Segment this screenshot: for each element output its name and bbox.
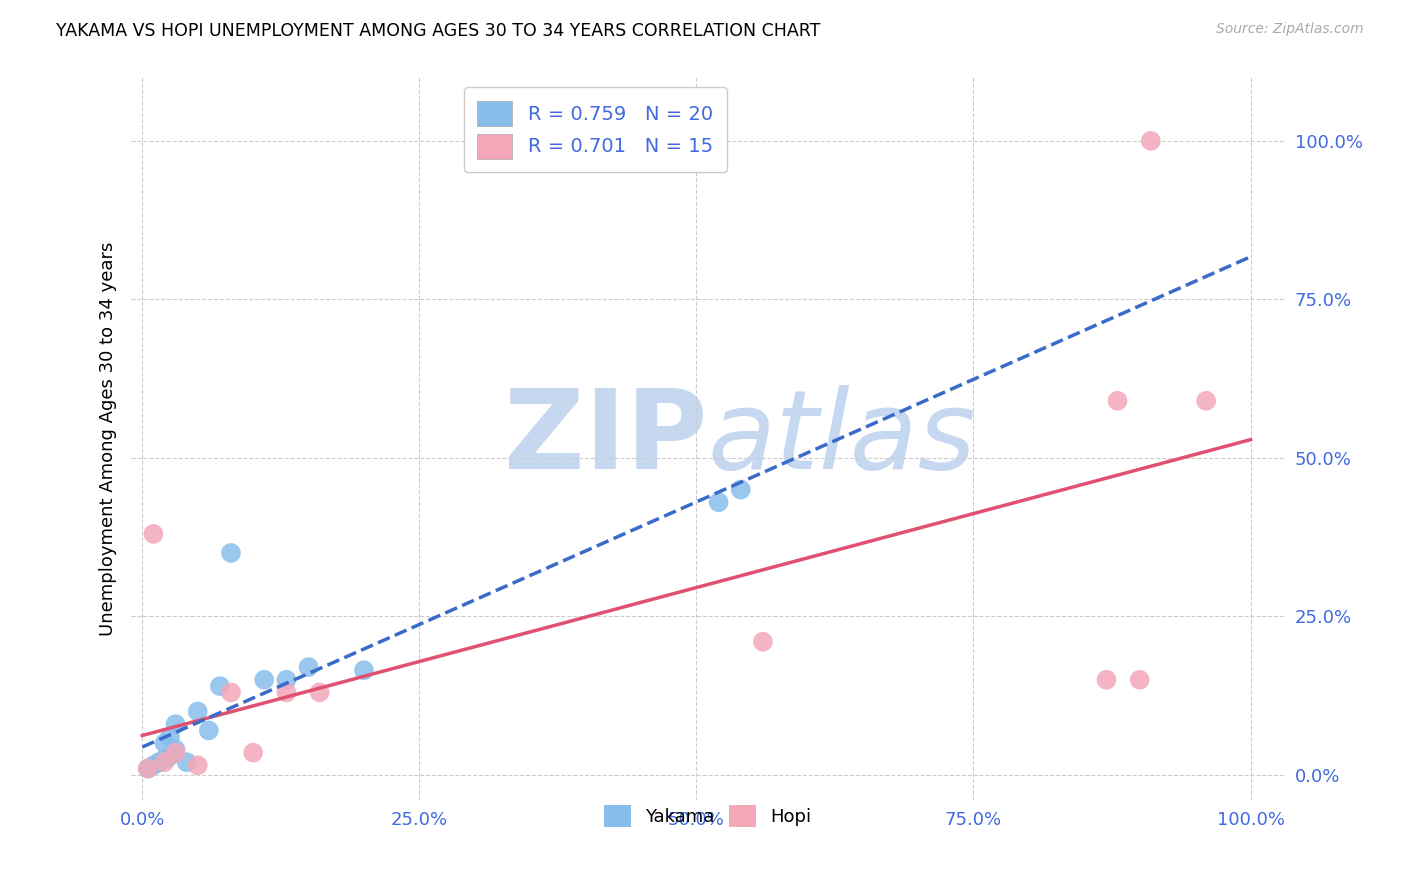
Text: atlas: atlas: [707, 385, 976, 492]
Point: [159, 730, 181, 744]
Point: [153, 736, 176, 750]
Point: [198, 723, 221, 738]
Y-axis label: Unemployment Among Ages 30 to 34 years: Unemployment Among Ages 30 to 34 years: [100, 242, 117, 636]
Point: [1139, 134, 1161, 148]
Point: [165, 742, 187, 756]
Point: [148, 755, 170, 769]
Point: [353, 663, 375, 677]
Point: [242, 746, 264, 760]
Point: [187, 705, 209, 719]
Point: [1095, 673, 1118, 687]
Point: [276, 673, 298, 687]
Point: [276, 685, 298, 699]
Point: [159, 748, 181, 763]
Point: [187, 758, 209, 772]
Text: Source: ZipAtlas.com: Source: ZipAtlas.com: [1216, 22, 1364, 37]
Point: [136, 762, 159, 776]
Point: [208, 679, 231, 693]
Point: [1195, 393, 1218, 408]
Point: [707, 495, 730, 509]
Point: [219, 685, 242, 699]
Point: [308, 685, 330, 699]
Point: [136, 762, 159, 776]
Point: [176, 755, 198, 769]
Point: [165, 746, 187, 760]
Point: [153, 755, 176, 769]
Legend: Yakama, Hopi: Yakama, Hopi: [596, 798, 818, 835]
Text: YAKAMA VS HOPI UNEMPLOYMENT AMONG AGES 30 TO 34 YEARS CORRELATION CHART: YAKAMA VS HOPI UNEMPLOYMENT AMONG AGES 3…: [56, 22, 821, 40]
Point: [752, 634, 775, 648]
Point: [1129, 673, 1152, 687]
Point: [253, 673, 276, 687]
Point: [297, 660, 319, 674]
Point: [730, 483, 752, 497]
Point: [219, 546, 242, 560]
Point: [142, 527, 165, 541]
Text: ZIP: ZIP: [505, 385, 707, 492]
Point: [142, 758, 165, 772]
Point: [1107, 393, 1129, 408]
Point: [153, 752, 176, 766]
Point: [165, 717, 187, 731]
